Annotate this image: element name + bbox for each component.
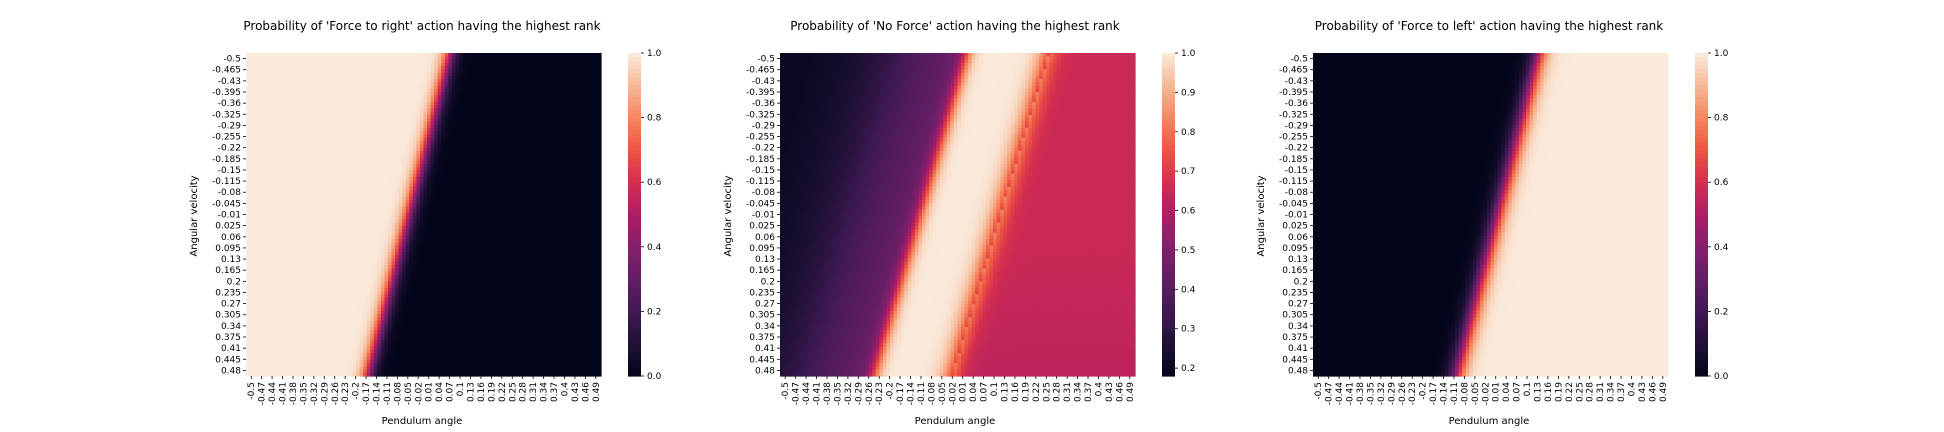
y-axis-label: Angular velocity bbox=[189, 175, 200, 256]
panel-title: Probability of 'Force to right' action h… bbox=[243, 19, 600, 33]
heatmap-cells bbox=[246, 53, 602, 377]
x-axis-label: Pendulum angle bbox=[382, 416, 463, 427]
heatmap-panel-force-right: Probability of 'Force to right' action h… bbox=[189, 19, 662, 427]
